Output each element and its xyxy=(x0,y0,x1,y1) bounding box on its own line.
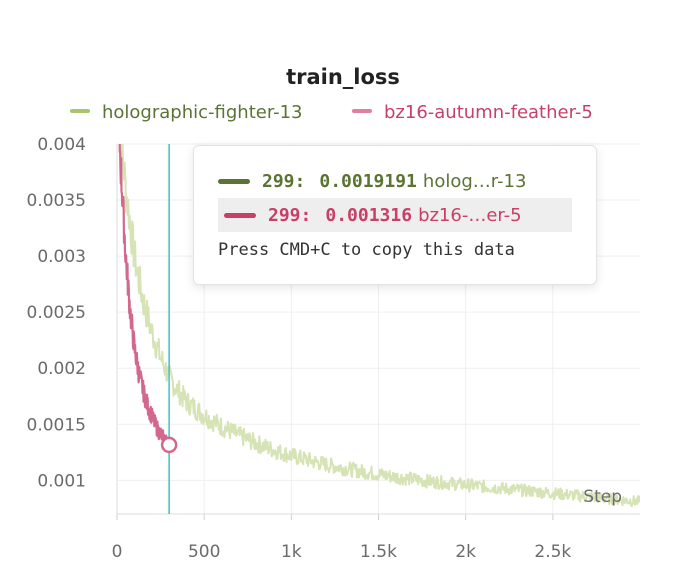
tooltip-step: 299: xyxy=(262,170,306,192)
y-tick-label: 0.0025 xyxy=(27,303,86,323)
x-tick-label: 1k xyxy=(281,542,302,562)
y-tick-label: 0.003 xyxy=(37,247,86,267)
tooltip-swatch xyxy=(224,212,256,218)
x-tick-label: 2.5k xyxy=(534,542,571,562)
y-tick-label: 0.0035 xyxy=(27,191,86,211)
hover-tooltip: 299: 0.0019191 holog…r-13 299: 0.001316 … xyxy=(193,145,597,285)
y-tick-label: 0.0015 xyxy=(27,415,86,435)
legend-swatch-holographic-fighter-13 xyxy=(70,109,90,113)
tooltip-value: 0.0019191 xyxy=(319,170,417,192)
x-tick-label: 1.5k xyxy=(360,542,397,562)
x-tick-label: 500 xyxy=(188,542,220,562)
tooltip-row-bz16-autumn-feather-5: 299: 0.001316 bz16-…er-5 xyxy=(218,198,572,232)
plot-area[interactable] xyxy=(117,85,640,508)
legend-swatch-bz16-autumn-feather-5 xyxy=(352,109,372,113)
legend-label-holographic-fighter-13[interactable]: holographic-fighter-13 xyxy=(102,102,302,123)
x-axis: 0 500 1k 1.5k 2k 2.5k xyxy=(112,513,640,562)
tooltip-step: 299: xyxy=(268,204,312,226)
tooltip-run-name: holog…r-13 xyxy=(422,170,527,192)
tooltip-row-holographic-fighter-13: 299: 0.0019191 holog…r-13 xyxy=(218,164,526,198)
x-axis-label: Step xyxy=(583,487,622,507)
x-tick-label: 0 xyxy=(112,542,123,562)
tooltip-value: 0.001316 xyxy=(325,204,413,226)
hover-point-bz16 xyxy=(160,436,178,454)
y-axis: 0.001 0.0015 0.002 0.0025 0.003 0.0035 0.004 xyxy=(27,135,118,514)
legend[interactable]: holographic-fighter-13 bz16-autumn-feath… xyxy=(70,102,593,123)
y-tick-label: 0.001 xyxy=(37,471,86,491)
tooltip-run-name: bz16-…er-5 xyxy=(418,204,522,226)
y-tick-label: 0.004 xyxy=(37,135,86,155)
y-tick-label: 0.002 xyxy=(37,359,86,379)
series-line-holographic-fighter-13[interactable] xyxy=(117,89,640,508)
legend-label-bz16-autumn-feather-5[interactable]: bz16-autumn-feather-5 xyxy=(384,102,593,123)
chart-title: train_loss xyxy=(286,65,400,89)
series-line-bz16-autumn-feather-5[interactable] xyxy=(117,85,171,452)
tooltip-swatch xyxy=(218,178,250,184)
tooltip-copy-hint: Press CMD+C to copy this data xyxy=(218,240,515,260)
x-tick-label: 2k xyxy=(455,542,476,562)
